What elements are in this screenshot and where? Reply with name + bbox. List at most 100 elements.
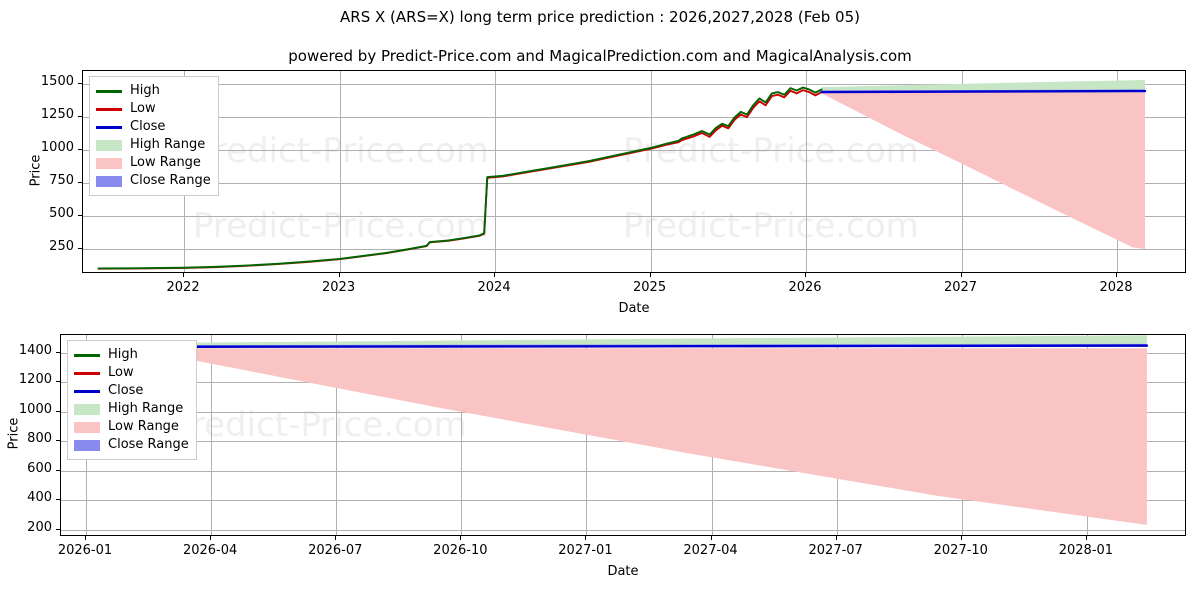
legend-swatch-close-icon: [74, 389, 100, 393]
x-tick-mark: [335, 536, 336, 540]
x-tick-mark: [961, 273, 962, 277]
legend-item: High Range: [74, 400, 189, 418]
legend-swatch-close-range-icon: [74, 439, 100, 451]
grid-line-vertical: [586, 335, 587, 535]
legend-label: Low Range: [108, 419, 179, 434]
x-tick-label: 2025: [633, 280, 667, 295]
x-tick-label: 2027-01: [558, 543, 613, 558]
page-subtitle: powered by Predict-Price.com and Magical…: [288, 47, 912, 65]
legend-swatch-close-range-icon: [96, 175, 122, 187]
x-tick-label: 2026: [788, 280, 822, 295]
y-tick-label: 800: [27, 431, 52, 447]
band-low-range: [821, 92, 1146, 249]
bottom-x-axis-label: Date: [607, 564, 639, 579]
legend-label: Close: [130, 119, 166, 134]
y-tick-mark: [56, 352, 60, 353]
band-low-range: [196, 348, 1147, 525]
y-tick-label: 1000: [40, 140, 74, 156]
x-tick-label: 2026-07: [308, 543, 363, 558]
legend-item: Close: [74, 382, 189, 400]
legend-swatch-close-icon: [96, 125, 122, 129]
legend-label: Low Range: [130, 155, 201, 170]
x-tick-label: 2027-07: [808, 543, 863, 558]
series-line-high: [97, 86, 823, 270]
y-tick-label: 1250: [40, 107, 74, 123]
grid-line-horizontal: [83, 117, 1185, 118]
legend-label: High: [108, 347, 138, 362]
legend-item: Low Range: [74, 418, 189, 436]
legend-swatch-low-range-icon: [74, 421, 100, 433]
y-tick-label: 750: [49, 173, 74, 189]
x-tick-mark: [961, 536, 962, 540]
legend-swatch-low-icon: [96, 107, 122, 111]
top-x-axis-label: Date: [618, 301, 650, 316]
x-tick-label: 2026-04: [182, 543, 238, 558]
legend-swatch-high-range-icon: [96, 139, 122, 151]
legend-label: High: [130, 83, 160, 98]
series-line-close: [194, 344, 1149, 348]
x-tick-label: 2024: [477, 280, 511, 295]
y-tick-label: 1200: [18, 372, 52, 388]
y-tick-mark: [56, 499, 60, 500]
grid-line-horizontal: [61, 471, 1185, 472]
x-tick-label: 2022: [166, 280, 200, 295]
y-tick-mark: [78, 83, 82, 84]
series-layer: [194, 335, 1149, 525]
legend-item: High: [96, 82, 211, 100]
y-tick-mark: [78, 182, 82, 183]
x-tick-label: 2027-04: [683, 543, 738, 558]
x-tick-label: 2028: [1099, 280, 1133, 295]
x-tick-label: 2023: [322, 280, 356, 295]
grid-line-horizontal: [83, 249, 1185, 250]
x-tick-label: 2027-10: [933, 543, 988, 558]
y-tick-mark: [78, 116, 82, 117]
grid-line-vertical: [651, 71, 652, 272]
grid-line-vertical: [806, 71, 807, 272]
grid-line-horizontal: [83, 84, 1185, 85]
y-tick-mark: [78, 215, 82, 216]
legend-label: High Range: [108, 401, 184, 416]
y-tick-label: 600: [27, 460, 52, 476]
legend-swatch-low-range-icon: [96, 157, 122, 169]
legend-item: Close Range: [74, 436, 189, 454]
grid-line-horizontal: [61, 441, 1185, 442]
x-tick-label: 2027: [943, 280, 978, 295]
x-tick-mark: [1116, 273, 1117, 277]
y-tick-label: 1000: [18, 401, 52, 417]
grid-line-vertical: [211, 335, 212, 535]
grid-line-horizontal: [61, 530, 1185, 531]
series-line-close: [820, 89, 1147, 94]
x-tick-mark: [183, 273, 184, 277]
top-chart-legend: High Low Close High Range Low Range Close Ran…: [89, 76, 219, 196]
y-tick-label: 500: [49, 206, 74, 221]
x-tick-mark: [650, 273, 651, 277]
legend-swatch-low-icon: [74, 371, 100, 375]
legend-label: Close Range: [108, 437, 189, 452]
y-tick-mark: [56, 411, 60, 412]
grid-line-vertical: [461, 335, 462, 535]
y-tick-mark: [56, 440, 60, 441]
x-tick-mark: [1086, 536, 1087, 540]
legend-item: High: [74, 346, 189, 364]
y-tick-label: 400: [27, 490, 52, 506]
legend-item: Close: [96, 118, 211, 136]
x-tick-label: 2028-01: [1058, 543, 1114, 558]
legend-item: Low: [74, 364, 189, 382]
legend-item: Low Range: [96, 154, 211, 172]
y-tick-label: 250: [49, 238, 74, 254]
page-title: ARS X (ARS=X) long term price prediction…: [340, 8, 860, 26]
x-tick-mark: [210, 536, 211, 540]
legend-swatch-high-range-icon: [74, 403, 100, 415]
grid-line-vertical: [962, 71, 963, 272]
legend-swatch-high-icon: [96, 89, 122, 93]
legend-label: High Range: [130, 137, 206, 152]
y-tick-label: 1400: [18, 342, 52, 358]
x-tick-mark: [711, 536, 712, 540]
grid-line-vertical: [495, 71, 496, 272]
x-tick-label: 2026-01: [57, 543, 113, 558]
legend-item: Low: [96, 100, 211, 118]
y-tick-label: 200: [27, 519, 52, 535]
legend-label: Low: [130, 101, 156, 116]
bottom-chart-legend: High Low Close High Range Low Range Close Ran…: [67, 340, 197, 460]
